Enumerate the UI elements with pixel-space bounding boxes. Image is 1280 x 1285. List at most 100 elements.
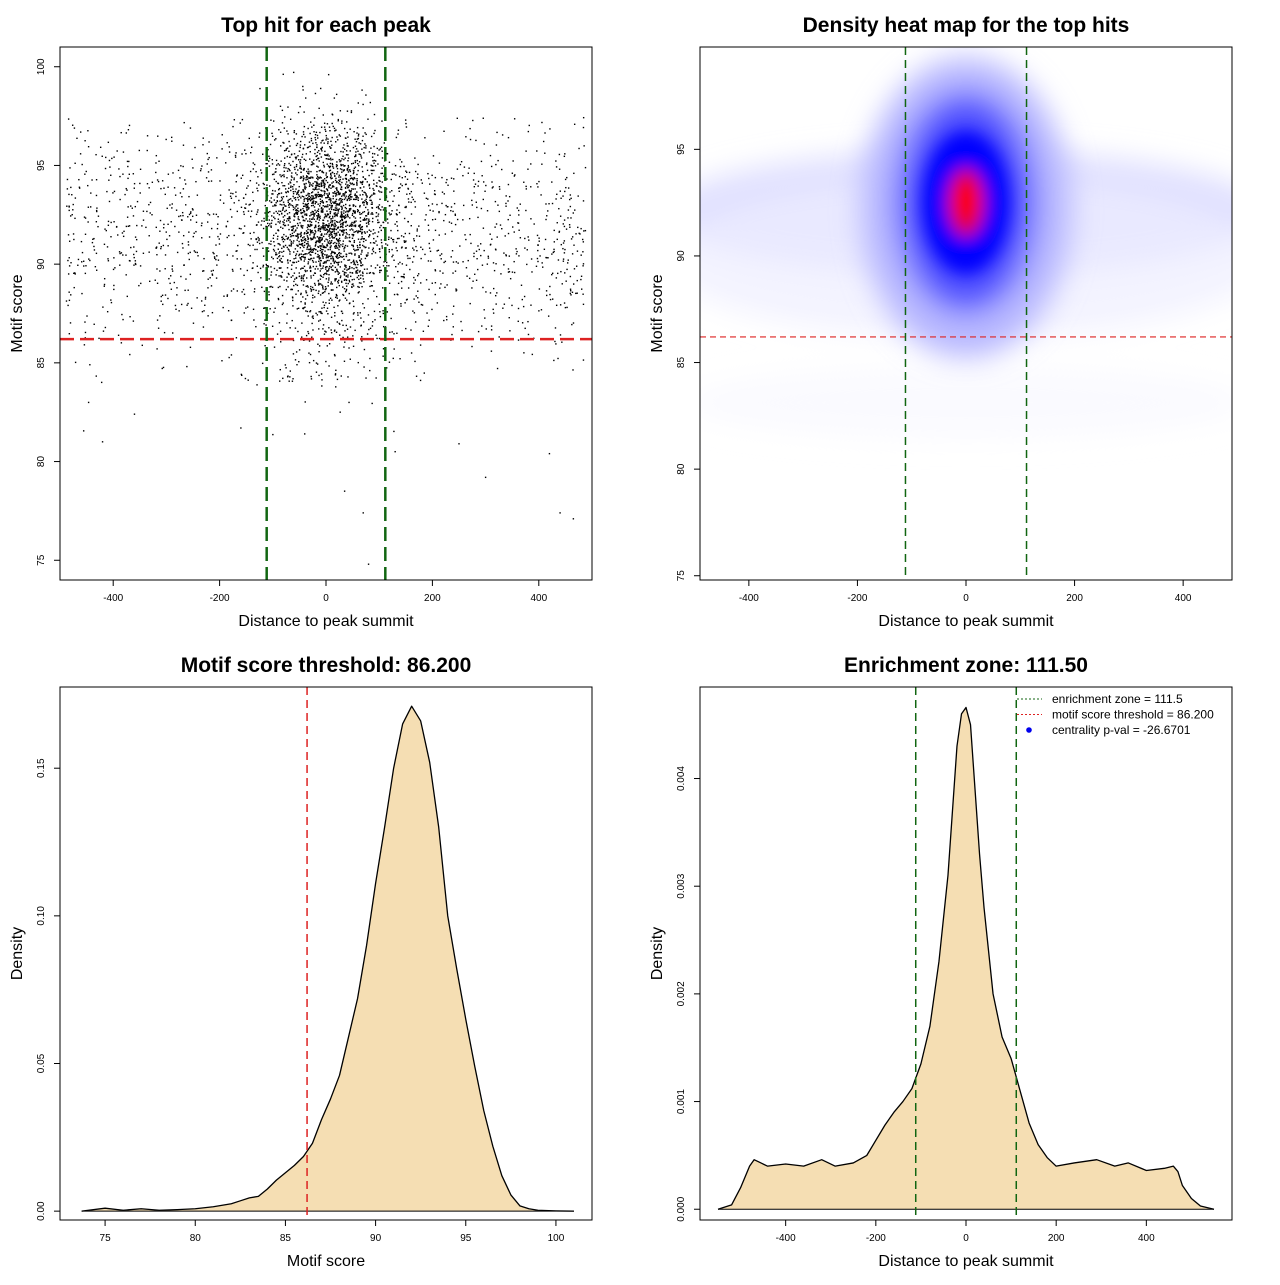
- data-point: [278, 192, 281, 195]
- data-point: [236, 290, 239, 292]
- data-point: [356, 276, 358, 279]
- data-point: [450, 206, 453, 208]
- data-point: [378, 176, 380, 178]
- data-point: [321, 180, 323, 182]
- data-point: [527, 130, 530, 133]
- data-point: [338, 272, 341, 274]
- data-point: [361, 225, 364, 228]
- data-point: [566, 262, 569, 264]
- data-point: [290, 189, 292, 192]
- data-point: [371, 325, 374, 327]
- data-point: [486, 210, 489, 212]
- data-point: [493, 269, 496, 272]
- data-point: [314, 231, 317, 233]
- data-point: [195, 230, 197, 233]
- data-point: [200, 168, 202, 170]
- data-point: [417, 173, 419, 175]
- data-point: [333, 232, 336, 234]
- data-point: [202, 144, 204, 146]
- data-point: [319, 263, 321, 266]
- data-point: [330, 262, 332, 265]
- data-point: [296, 233, 299, 235]
- data-point: [492, 312, 495, 314]
- data-point: [508, 255, 511, 257]
- data-point: [231, 216, 233, 218]
- data-point: [302, 189, 305, 192]
- data-point: [304, 197, 306, 200]
- data-point: [278, 210, 280, 212]
- data-point: [293, 184, 295, 186]
- data-point: [326, 231, 329, 234]
- data-point: [312, 200, 315, 202]
- data-point: [275, 252, 277, 254]
- data-point: [248, 137, 250, 140]
- data-point: [434, 293, 436, 296]
- data-point: [330, 329, 332, 331]
- data-point: [256, 265, 259, 267]
- data-point: [327, 313, 329, 315]
- data-point: [343, 246, 346, 248]
- data-point: [363, 186, 365, 188]
- data-point: [346, 214, 349, 217]
- data-point: [226, 142, 228, 144]
- data-point: [302, 255, 304, 258]
- data-point: [319, 131, 321, 134]
- data-point: [444, 286, 446, 289]
- data-point: [240, 177, 242, 179]
- data-point: [269, 286, 271, 288]
- data-point: [184, 183, 187, 185]
- data-point: [324, 272, 326, 275]
- data-point: [362, 176, 365, 178]
- data-point: [309, 258, 311, 261]
- data-point: [332, 195, 334, 197]
- data-point: [572, 369, 574, 371]
- data-point: [302, 131, 305, 133]
- data-point: [350, 189, 352, 192]
- data-point: [268, 293, 270, 296]
- data-point: [134, 260, 137, 262]
- data-point: [222, 306, 224, 309]
- data-point: [345, 275, 347, 278]
- data-point: [378, 149, 380, 151]
- data-point: [543, 248, 546, 251]
- data-point: [320, 184, 323, 186]
- data-point: [298, 233, 300, 235]
- data-point: [252, 191, 254, 194]
- data-point: [322, 210, 324, 212]
- data-point: [120, 342, 123, 344]
- data-point: [325, 360, 327, 363]
- data-point: [341, 171, 343, 173]
- data-point: [320, 268, 322, 270]
- data-point: [565, 186, 567, 189]
- data-point: [160, 247, 162, 250]
- data-point: [342, 233, 344, 236]
- data-point: [265, 225, 267, 228]
- data-point: [309, 196, 312, 199]
- data-point: [68, 193, 70, 196]
- data-point: [498, 188, 501, 190]
- y-tick-label: 85: [676, 357, 687, 369]
- data-point: [267, 265, 269, 267]
- data-point: [350, 223, 353, 225]
- data-point: [388, 236, 390, 238]
- data-point: [298, 275, 301, 278]
- data-point: [312, 231, 314, 234]
- data-point: [347, 171, 350, 173]
- data-point: [388, 212, 390, 214]
- data-point: [355, 196, 357, 199]
- data-point: [74, 272, 76, 274]
- data-point: [338, 174, 340, 176]
- data-point: [361, 198, 363, 200]
- data-point: [318, 219, 321, 221]
- data-point: [349, 170, 352, 173]
- data-point: [305, 153, 308, 155]
- data-point: [314, 224, 317, 227]
- data-point: [249, 232, 251, 235]
- data-point: [208, 156, 210, 159]
- data-point: [188, 258, 190, 261]
- data-point: [332, 181, 335, 183]
- data-point: [310, 257, 313, 260]
- data-point: [347, 154, 349, 156]
- data-point: [355, 249, 357, 251]
